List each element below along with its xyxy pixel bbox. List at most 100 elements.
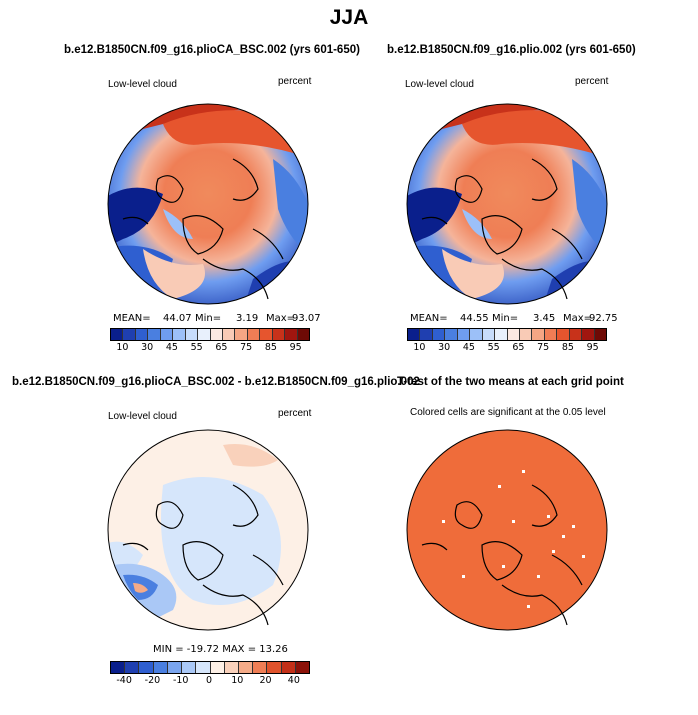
panel-title-top-right: b.e12.B1850CN.f09_g16.plio.002 (yrs 601-… (387, 44, 636, 56)
colorbar-top-right-swatch (432, 329, 446, 340)
colorbar-top-left-swatch (297, 329, 309, 340)
max-value-top-right: 92.75 (589, 313, 618, 324)
polar-map-top-right (406, 103, 608, 305)
colorbar-top-right-swatch (482, 329, 496, 340)
colorbar-bottom-left-swatch (267, 662, 282, 673)
colorbar-bottom-left (110, 661, 310, 674)
colorbar-bottom-left-swatch (281, 662, 296, 673)
colorbar-bottom-left-swatch (153, 662, 168, 673)
colorbar-bottom-left-swatch (139, 662, 154, 673)
colorbar-bottom-left-swatch (111, 662, 126, 673)
colorbar-top-right (407, 328, 607, 341)
max-label-top-left: Max= (266, 313, 296, 324)
colorbar-bottom-left-swatch (167, 662, 183, 673)
colorbar-bottom-left-tick-label: -20 (144, 675, 161, 686)
colorbar-top-right-tick-label: 85 (561, 342, 574, 353)
colorbar-top-right-swatch (445, 329, 458, 340)
colorbar-top-right-swatch (582, 329, 595, 340)
max-value-top-left: 93.07 (292, 313, 321, 324)
panel-title-top-left: b.e12.B1850CN.f09_g16.plioCA_BSC.002 (yr… (64, 44, 360, 56)
colorbar-top-left-swatch (111, 329, 124, 340)
colorbar-bottom-left-tick-label: 40 (287, 675, 300, 686)
colorbar-top-left-swatch (148, 329, 161, 340)
mean-label-top-left: MEAN= (113, 313, 151, 324)
colorbar-top-right-swatch (544, 329, 558, 340)
colorbar-bottom-left-swatch (210, 662, 225, 673)
colorbar-bottom-left-swatch (238, 662, 254, 673)
colorbar-bottom-left-swatch (196, 662, 211, 673)
colorbar-labels-bottom-left: -40 -20 -10 0 10 20 40 (110, 675, 308, 687)
colorbar-top-right-tick-label: 45 (462, 342, 475, 353)
panel-title-bottom-right: T-test of the two means at each grid poi… (397, 376, 624, 388)
colorbar-top-right-tick-label: 55 (487, 342, 500, 353)
colorbar-top-left-swatch (123, 329, 136, 340)
colorbar-bottom-left-swatch (224, 662, 239, 673)
colorbar-top-right-swatch (470, 329, 483, 340)
colorbar-top-right-swatch (457, 329, 471, 340)
colorbar-labels-top-right: 10 30 45 55 65 75 85 95 (407, 342, 605, 354)
colorbar-top-right-swatch (507, 329, 520, 340)
polar-map-top-left (107, 103, 309, 305)
colorbar-bottom-left-tick-label: 20 (259, 675, 272, 686)
panel-subtitle-bottom-right: Colored cells are significant at the 0.0… (410, 407, 606, 418)
colorbar-top-left-swatch (235, 329, 248, 340)
mean-value-top-left: 44.07 (163, 313, 192, 324)
colorbar-top-left-swatch (160, 329, 174, 340)
figure-title: JJA (329, 6, 369, 29)
colorbar-bottom-left-swatch (182, 662, 197, 673)
units-label-top-right: percent (575, 76, 609, 87)
colorbar-top-right-swatch (532, 329, 545, 340)
colorbar-top-right-swatch (594, 329, 606, 340)
colorbar-top-left-tick-label: 95 (289, 342, 302, 353)
max-label-top-right: Max= (563, 313, 593, 324)
colorbar-top-left-tick-label: 10 (116, 342, 129, 353)
colorbar-top-left-tick-label: 45 (165, 342, 178, 353)
colorbar-top-right-swatch (519, 329, 533, 340)
min-max-stats-bottom-left: MIN = -19.72 MAX = 13.26 (153, 644, 288, 655)
colorbar-top-left-tick-label: 65 (215, 342, 228, 353)
colorbar-top-left-swatch (210, 329, 223, 340)
min-label-top-right: Min= (492, 313, 519, 324)
colorbar-top-right-swatch (408, 329, 421, 340)
variable-label-bottom-left: Low-level cloud (108, 411, 177, 422)
colorbar-top-left-swatch (222, 329, 236, 340)
colorbar-bottom-left-swatch (253, 662, 268, 673)
polar-map-bottom-left (107, 429, 309, 631)
colorbar-bottom-left-swatch (295, 662, 310, 673)
colorbar-top-right-tick-label: 65 (512, 342, 525, 353)
colorbar-top-right-tick-label: 30 (438, 342, 451, 353)
variable-label-top-left: Low-level cloud (108, 79, 177, 90)
polar-map-bottom-right (406, 429, 608, 631)
mean-label-top-right: MEAN= (410, 313, 448, 324)
colorbar-top-right-tick-label: 10 (413, 342, 426, 353)
mean-value-top-right: 44.55 (460, 313, 489, 324)
colorbar-bottom-left-tick-label: -10 (172, 675, 189, 686)
units-label-bottom-left: percent (278, 408, 312, 419)
colorbar-top-left-swatch (247, 329, 261, 340)
colorbar-top-left-tick-label: 30 (141, 342, 154, 353)
min-value-top-left: 3.19 (236, 313, 259, 324)
min-value-top-right: 3.45 (533, 313, 556, 324)
colorbar-top-left (110, 328, 310, 341)
min-label-top-left: Min= (195, 313, 222, 324)
colorbar-bottom-left-tick-label: -40 (116, 675, 132, 686)
colorbar-top-right-swatch (495, 329, 508, 340)
colorbar-top-right-swatch (557, 329, 570, 340)
colorbar-top-right-tick-label: 75 (537, 342, 550, 353)
colorbar-top-right-tick-label: 95 (586, 342, 599, 353)
colorbar-top-left-swatch (185, 329, 199, 340)
panel-title-bottom-left: b.e12.B1850CN.f09_g16.plioCA_BSC.002 - b… (12, 376, 420, 388)
variable-label-top-right: Low-level cloud (405, 79, 474, 90)
colorbar-top-right-swatch (569, 329, 583, 340)
colorbar-bottom-left-swatch (125, 662, 140, 673)
colorbar-top-left-tick-label: 85 (264, 342, 277, 353)
colorbar-top-right-swatch (420, 329, 433, 340)
colorbar-top-left-swatch (285, 329, 298, 340)
colorbar-top-left-swatch (198, 329, 211, 340)
colorbar-top-left-swatch (272, 329, 286, 340)
colorbar-top-left-swatch (173, 329, 186, 340)
colorbar-top-left-swatch (260, 329, 273, 340)
colorbar-bottom-left-tick-label: 0 (205, 675, 213, 686)
colorbar-top-left-swatch (135, 329, 149, 340)
colorbar-top-left-tick-label: 55 (190, 342, 203, 353)
